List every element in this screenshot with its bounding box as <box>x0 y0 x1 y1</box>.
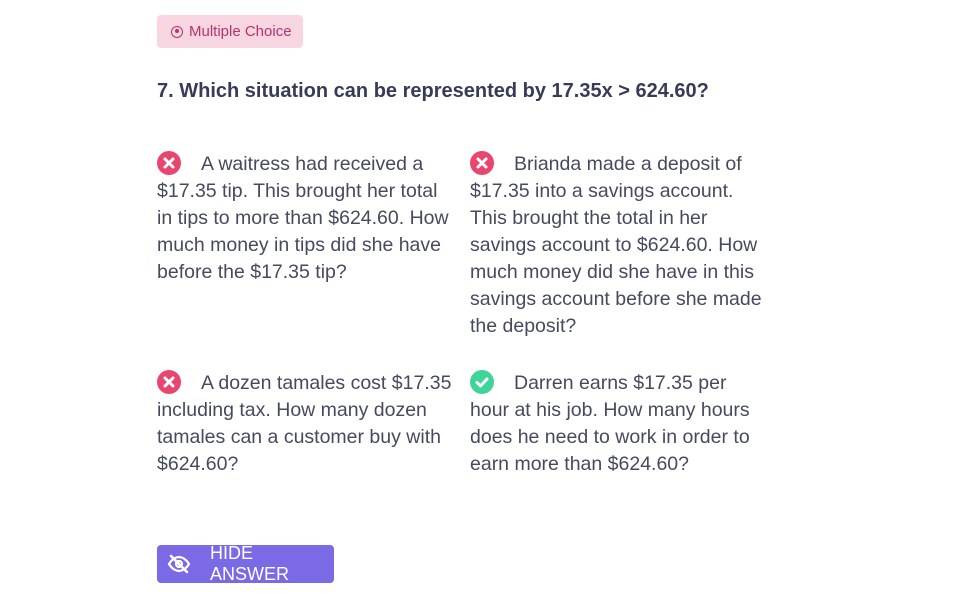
question-text: 7. Which situation can be represented by… <box>157 80 709 102</box>
check-circle-icon <box>470 370 494 394</box>
answer-option-2: Brianda made a deposit of $17.35 into a … <box>470 151 766 340</box>
badge-label: Multiple Choice <box>189 23 292 40</box>
x-circle-icon <box>157 151 181 175</box>
option-text: Darren earns $17.35 per hour at his job.… <box>470 372 750 475</box>
answer-option-1: A waitress had received a $17.35 tip. Th… <box>157 151 457 286</box>
answer-option-3: A dozen tamales cost $17.35 including ta… <box>157 370 459 478</box>
option-text: A waitress had received a $17.35 tip. Th… <box>157 153 449 283</box>
hide-answer-label: HIDE ANSWER <box>210 543 290 584</box>
x-circle-icon <box>157 370 181 394</box>
x-circle-icon <box>470 151 494 175</box>
option-text: A dozen tamales cost $17.35 including ta… <box>157 372 452 475</box>
answer-option-4: Darren earns $17.35 per hour at his job.… <box>470 370 762 478</box>
option-text: Brianda made a deposit of $17.35 into a … <box>470 153 762 337</box>
radio-dot-icon <box>171 25 183 38</box>
hide-answer-button[interactable]: HIDE ANSWER <box>157 543 334 584</box>
eye-slash-icon <box>167 552 191 576</box>
question-type-badge: Multiple Choice <box>157 15 303 48</box>
